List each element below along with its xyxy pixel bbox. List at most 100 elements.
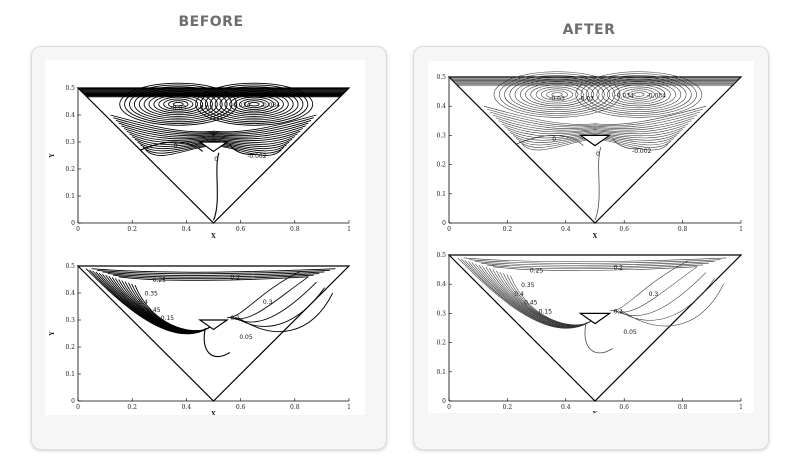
x-tick-label: 0.4 (182, 226, 192, 233)
isotherm-top (91, 268, 336, 273)
isotherm-right (609, 260, 689, 311)
envelope-contour (134, 138, 293, 147)
envelope-contour (510, 132, 680, 141)
obstacle-triangle (578, 312, 612, 325)
isotherm-top (102, 271, 325, 276)
contour-label: -0.002 (247, 153, 267, 160)
contour-label: 0.2 (230, 275, 240, 282)
envelope-contour (498, 120, 692, 133)
zero-contour-tail (212, 152, 220, 221)
contour-label: 0.15 (161, 315, 175, 322)
contour-label: -0.03 (198, 105, 214, 112)
obstacle-triangle (578, 134, 612, 147)
y-tick-label: 0.4 (65, 112, 75, 119)
y-tick-label: 0.1 (436, 369, 446, 376)
x-tick-label: 0.2 (503, 404, 513, 411)
y-tick-label: 0.4 (436, 281, 446, 288)
vortex-contour (493, 71, 621, 118)
isotherm-top (492, 266, 698, 271)
vortex-contour (168, 100, 189, 109)
vortex-contour (601, 80, 676, 109)
isotherm-right (612, 266, 698, 313)
contour-label: 0 (552, 136, 556, 143)
vortex-contour (204, 86, 304, 123)
small-contour (229, 144, 257, 156)
contour-label: 0.3 (263, 299, 273, 306)
vortex-contour (535, 86, 579, 103)
y-tick-label: 0.3 (436, 132, 446, 139)
isotherm-top (107, 273, 320, 278)
y-tick-label: 0.4 (65, 290, 75, 297)
x-axis-label: X (593, 233, 598, 240)
y-tick-label: 0.2 (436, 162, 446, 169)
y-tick-label: 0.1 (436, 191, 446, 198)
contour-label: -0.034 (615, 92, 635, 99)
x-tick-label: 1 (347, 226, 351, 233)
x-tick-label: 0 (76, 226, 80, 233)
contour-label: 0.4 (138, 299, 148, 306)
x-axis-label: X (593, 411, 598, 413)
x-tick-label: 0.2 (127, 226, 137, 233)
after-card: 00.20.40.60.8100.10.20.30.40.5XY-0.03-0.… (413, 46, 769, 450)
x-tick-label: 0.6 (619, 404, 629, 411)
before-heading: BEFORE (178, 14, 244, 30)
contour-label: -0.03 (578, 95, 594, 102)
y-tick-label: 0.5 (65, 263, 75, 270)
vortex-contour (148, 93, 208, 116)
vortex-contour (214, 89, 294, 119)
vortex-contour (158, 96, 199, 112)
vortex-contour (133, 87, 223, 121)
y-tick-label: 0.2 (436, 340, 446, 347)
y-tick-label: 0.5 (436, 252, 446, 259)
isotherm-top (475, 261, 715, 266)
contour-label: 0.35 (521, 282, 535, 289)
after-heading: AFTER (562, 22, 616, 38)
contour-label: 0.05 (623, 329, 637, 336)
contour-label: 0.25 (153, 277, 167, 284)
contour-label: 0.45 (147, 307, 161, 314)
isotherm-top (481, 262, 709, 268)
contour-label: 0.45 (524, 300, 538, 307)
y-tick-label: 0.2 (65, 344, 75, 351)
envelope-contour (123, 128, 304, 140)
before-figure: 0 0.2 0.4 0.6 0.8 1 0 0.1 0.2 0.3 0.4 0.5 X Y -0.03 -0.… (45, 60, 365, 415)
isotherm-right (234, 287, 325, 327)
envelope-contour (118, 122, 309, 137)
before-card: 0 0.2 0.4 0.6 0.8 1 0 0.1 0.2 0.3 0.4 0.5 X Y -0.03 -0.… (31, 46, 387, 450)
y-tick-label: 0.5 (436, 74, 446, 81)
vortex-contour (143, 91, 213, 117)
x-axis-label: X (211, 233, 216, 240)
y-tick-label: 0 (71, 220, 75, 227)
vortex-contour (138, 89, 218, 119)
isotherm-right (237, 292, 334, 333)
isotherm-top (96, 269, 331, 275)
vortex-contour (124, 84, 233, 124)
thermal-panel: 00.20.40.60.8100.10.20.30.40.5XY0.250.20… (436, 252, 742, 413)
x-tick-label: 1 (347, 404, 351, 411)
contour-label: 0.15 (539, 308, 553, 315)
contour-label: 0.4 (514, 291, 524, 298)
vortex-contour (546, 90, 568, 99)
zero-contour-tail (594, 146, 602, 221)
x-tick-label: 1 (739, 226, 743, 233)
isotherm-top (463, 257, 727, 263)
y-axis-label: Y (49, 153, 56, 159)
envelope-contour (507, 129, 683, 139)
contour-label: 0.3 (649, 291, 659, 298)
x-tick-label: 0 (447, 226, 451, 233)
vortex-contour (591, 77, 687, 112)
vortex-contour (519, 80, 595, 109)
zero-contour (516, 135, 584, 146)
vortex-contour (243, 100, 265, 109)
after-figure: 00.20.40.60.8100.10.20.30.40.5XY-0.03-0.… (428, 61, 754, 413)
vortex-contour (172, 102, 184, 107)
envelope-contour (115, 119, 312, 135)
contour-label: 0.05 (239, 334, 253, 341)
x-tick-label: 0.4 (561, 226, 571, 233)
contour-label: 0.25 (530, 268, 544, 275)
isotherm-right (615, 272, 707, 316)
envelope-contour (129, 133, 298, 143)
vortex-contour (530, 84, 584, 105)
x-tick-label: 0.6 (619, 226, 629, 233)
